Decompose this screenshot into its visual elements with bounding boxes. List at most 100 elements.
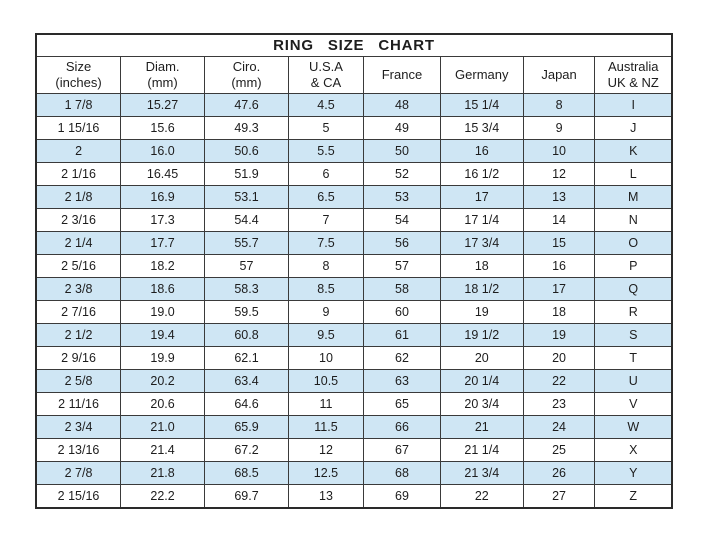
table-row: 2 5/16 18.2 57 8 57 18 16 P xyxy=(35,254,673,278)
table-cell: 16.45 xyxy=(120,162,206,186)
table-cell: Q xyxy=(594,277,673,301)
table-cell: 64.6 xyxy=(204,392,289,416)
table-cell: 59.5 xyxy=(204,300,289,324)
table-cell: 27 xyxy=(522,484,596,509)
table-cell: 47.6 xyxy=(204,93,289,117)
table-cell: 17.7 xyxy=(120,231,206,255)
table-cell: 2 3/16 xyxy=(35,208,122,232)
table-row: 1 15/16 15.6 49.3 5 49 15 3/4 9 J xyxy=(35,116,673,140)
table-cell: 20 xyxy=(439,346,524,370)
table-row: 2 3/8 18.6 58.3 8.5 58 18 1/2 17 Q xyxy=(35,277,673,301)
table-cell: 16.0 xyxy=(120,139,206,163)
table-cell: 18 xyxy=(439,254,524,278)
table-cell: 17.3 xyxy=(120,208,206,232)
table-cell: 49.3 xyxy=(204,116,289,140)
table-cell: 57 xyxy=(363,254,441,278)
table-cell: 19 1/2 xyxy=(439,323,524,347)
table-cell: 21 1/4 xyxy=(439,438,524,462)
table-cell: 10.5 xyxy=(287,369,365,393)
table-cell: 57 xyxy=(204,254,289,278)
table-cell: 19 xyxy=(439,300,524,324)
table-row: 2 15/16 22.2 69.7 13 69 22 27 Z xyxy=(35,484,673,509)
table-row: 2 7/8 21.8 68.5 12.5 68 21 3/4 26 Y xyxy=(35,461,673,485)
table-cell: M xyxy=(594,185,673,209)
table-cell: J xyxy=(594,116,673,140)
table-cell: 56 xyxy=(363,231,441,255)
table-cell: 4.5 xyxy=(287,93,365,117)
table-cell: 20.2 xyxy=(120,369,206,393)
column-header: Diam. (mm) xyxy=(120,56,206,94)
table-cell: 65.9 xyxy=(204,415,289,439)
table-cell: 12 xyxy=(522,162,596,186)
table-cell: 18.2 xyxy=(120,254,206,278)
column-header: France xyxy=(363,56,441,94)
table-cell: 68.5 xyxy=(204,461,289,485)
table-cell: 19.9 xyxy=(120,346,206,370)
table-cell: S xyxy=(594,323,673,347)
header-row: Size (inches) Diam. (mm) Ciro. (mm) U.S.A & CA F… xyxy=(35,56,673,94)
table-cell: 11.5 xyxy=(287,415,365,439)
table-cell: U xyxy=(594,369,673,393)
table-cell: 8 xyxy=(522,93,596,117)
table-cell: 54.4 xyxy=(204,208,289,232)
column-header: Germany xyxy=(439,56,524,94)
table-cell: 21.0 xyxy=(120,415,206,439)
table-row: 2 9/16 19.9 62.1 10 62 20 20 T xyxy=(35,346,673,370)
table-cell: 69 xyxy=(363,484,441,509)
table-cell: 58 xyxy=(363,277,441,301)
table-cell: 60 xyxy=(363,300,441,324)
table-cell: 15 3/4 xyxy=(439,116,524,140)
table-cell: 2 5/8 xyxy=(35,369,122,393)
table-cell: 51.9 xyxy=(204,162,289,186)
ring-size-chart-page: RING SIZE CHART Size (inches) Diam. (mm) Cir… xyxy=(35,33,673,509)
table-cell: 48 xyxy=(363,93,441,117)
table-cell: 18 xyxy=(522,300,596,324)
table-cell: 19.4 xyxy=(120,323,206,347)
table-cell: 2 7/16 xyxy=(35,300,122,324)
table-cell: 22.2 xyxy=(120,484,206,509)
table-cell: 50 xyxy=(363,139,441,163)
table-cell: 50.6 xyxy=(204,139,289,163)
table-cell: 65 xyxy=(363,392,441,416)
table-cell: 17 1/4 xyxy=(439,208,524,232)
table-cell: 6.5 xyxy=(287,185,365,209)
table-cell: 60.8 xyxy=(204,323,289,347)
table-cell: 53.1 xyxy=(204,185,289,209)
table-cell: 2 1/4 xyxy=(35,231,122,255)
table-cell: 5 xyxy=(287,116,365,140)
table-cell: N xyxy=(594,208,673,232)
table-row: 2 1/8 16.9 53.1 6.5 53 17 13 M xyxy=(35,185,673,209)
table-cell: 1 7/8 xyxy=(35,93,122,117)
table-cell: O xyxy=(594,231,673,255)
table-row: 2 3/16 17.3 54.4 7 54 17 1/4 14 N xyxy=(35,208,673,232)
table-cell: 69.7 xyxy=(204,484,289,509)
table-cell: 21 xyxy=(439,415,524,439)
table-cell: 15 1/4 xyxy=(439,93,524,117)
table-cell: 11 xyxy=(287,392,365,416)
table-cell: 23 xyxy=(522,392,596,416)
table-cell: 58.3 xyxy=(204,277,289,301)
column-header: Japan xyxy=(522,56,596,94)
column-header: Australia UK & NZ xyxy=(594,56,673,94)
table-cell: 20 xyxy=(522,346,596,370)
table-cell: 21.8 xyxy=(120,461,206,485)
table-cell: 15.27 xyxy=(120,93,206,117)
table-cell: 21.4 xyxy=(120,438,206,462)
table-row: 2 1/2 19.4 60.8 9.5 61 19 1/2 19 S xyxy=(35,323,673,347)
table-cell: 2 xyxy=(35,139,122,163)
table-cell: 19 xyxy=(522,323,596,347)
table-row: 2 16.0 50.6 5.5 50 16 10 K xyxy=(35,139,673,163)
table-cell: 67.2 xyxy=(204,438,289,462)
table-cell: 62.1 xyxy=(204,346,289,370)
table-cell: 2 1/8 xyxy=(35,185,122,209)
table-row: 2 1/16 16.45 51.9 6 52 16 1/2 12 L xyxy=(35,162,673,186)
table-cell: T xyxy=(594,346,673,370)
table-cell: 18 1/2 xyxy=(439,277,524,301)
table-cell: 52 xyxy=(363,162,441,186)
table-cell: 16 1/2 xyxy=(439,162,524,186)
table-cell: 20 1/4 xyxy=(439,369,524,393)
table-cell: 9 xyxy=(522,116,596,140)
table-cell: L xyxy=(594,162,673,186)
table-cell: 18.6 xyxy=(120,277,206,301)
table-cell: 2 15/16 xyxy=(35,484,122,509)
